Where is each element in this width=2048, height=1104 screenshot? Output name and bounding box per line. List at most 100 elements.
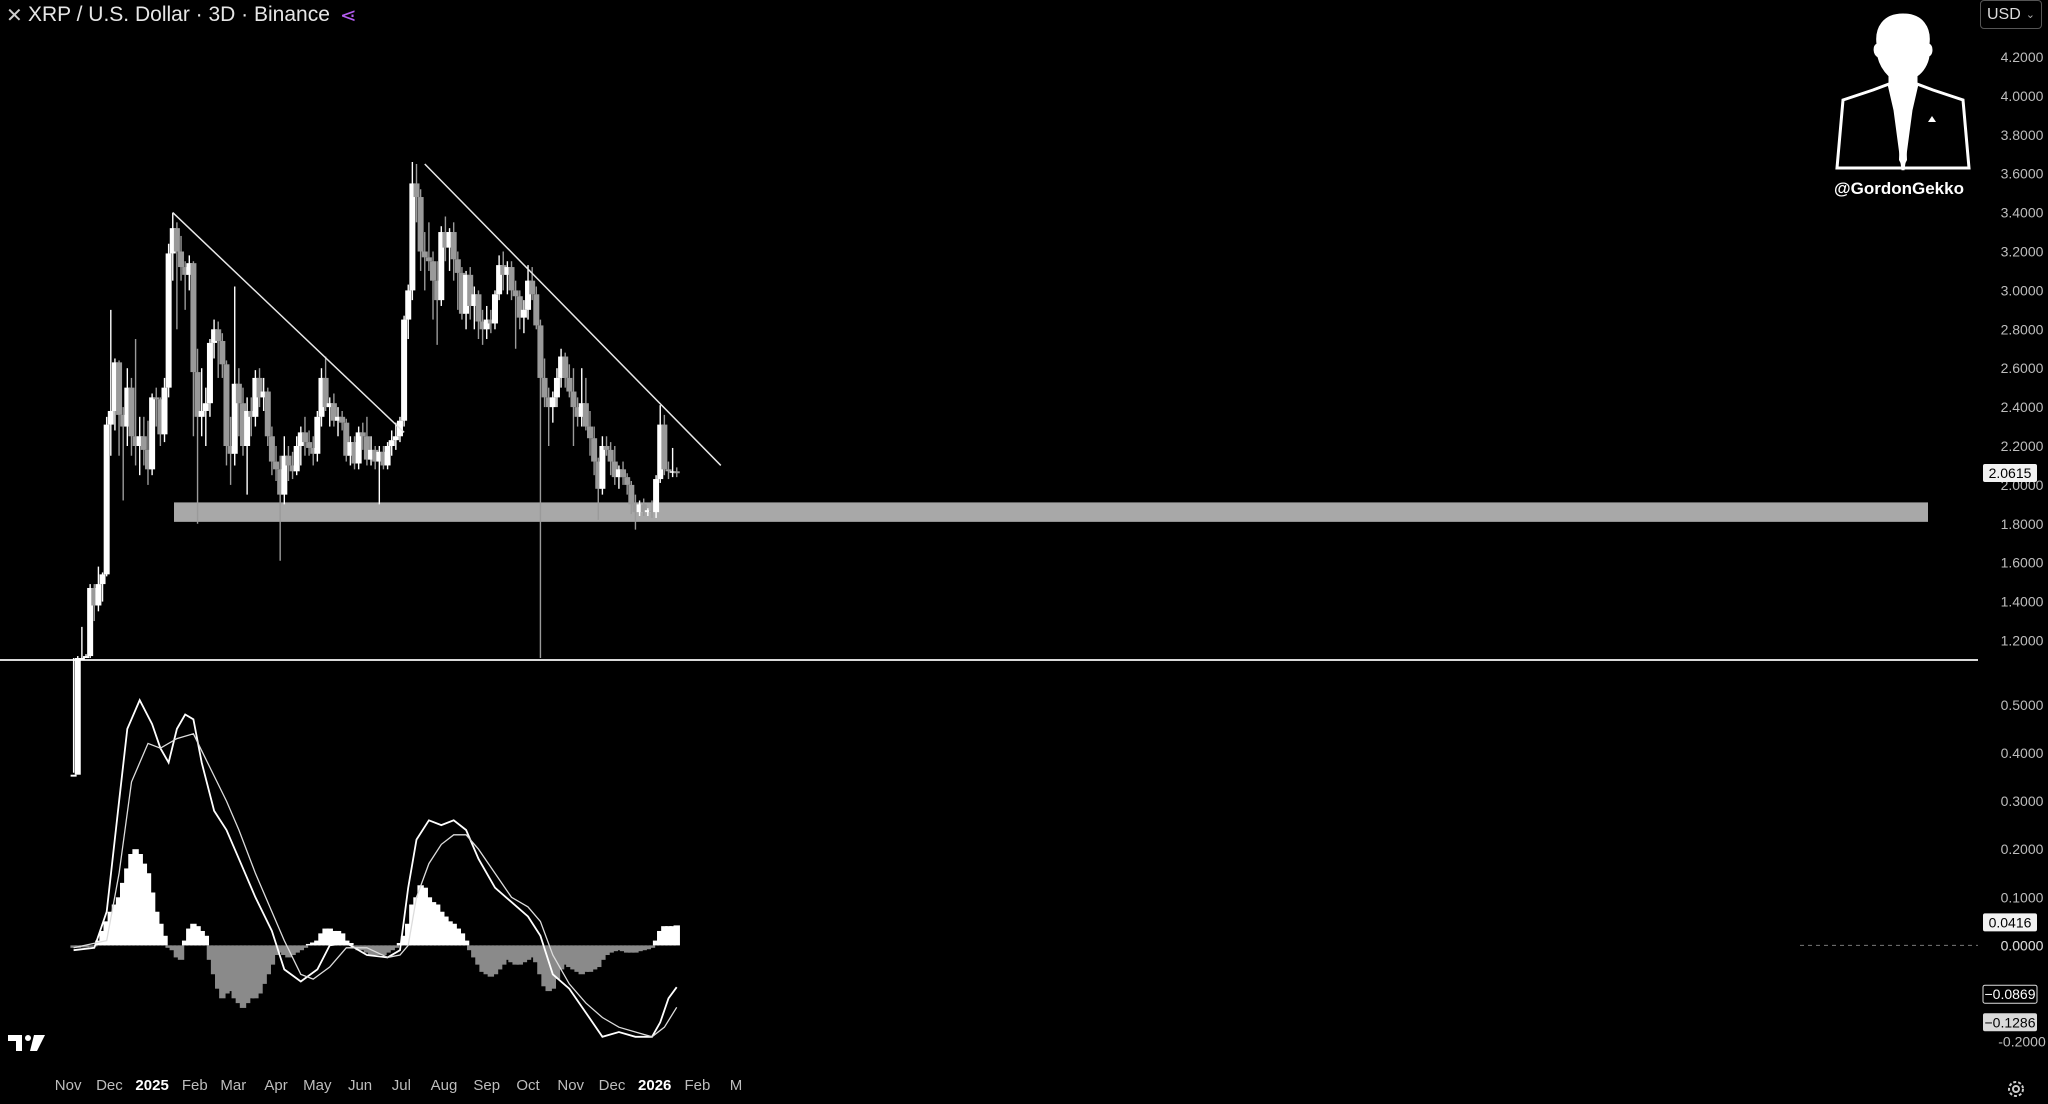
- candles-layer: [70, 162, 680, 777]
- candle-body: [487, 319, 494, 324]
- macd-line: [73, 697, 678, 1038]
- macd-histogram-bar: [446, 921, 453, 946]
- candle-body: [310, 447, 317, 454]
- candle-body: [529, 280, 536, 295]
- macd-histogram-bar: [384, 945, 391, 953]
- time-tick-label: M: [730, 1077, 743, 1094]
- macd-histogram-bar: [161, 935, 168, 946]
- macd-histogram-bar: [549, 945, 557, 989]
- time-tick-label: Jul: [392, 1077, 411, 1094]
- candle-body: [533, 294, 540, 326]
- macd-histogram-bar: [405, 923, 412, 946]
- macd-histogram-bar: [111, 904, 119, 946]
- candle-body: [273, 461, 280, 470]
- candle-body: [648, 510, 655, 513]
- macd-histogram-bar: [157, 923, 164, 946]
- macd-histogram-bar: [82, 945, 90, 948]
- candle-body: [405, 290, 412, 320]
- candle-body: [330, 403, 337, 421]
- candle-body: [335, 416, 342, 421]
- currency-label: USD: [1987, 5, 2021, 23]
- macd-value-label: −0.0869: [1985, 986, 2036, 1002]
- candle-body: [566, 377, 573, 392]
- macd-histogram-bar: [264, 945, 271, 975]
- candle-body: [615, 469, 622, 478]
- close-icon[interactable]: ✕: [6, 4, 23, 27]
- macd-histogram-bar: [628, 945, 635, 953]
- candle-body: [281, 455, 288, 495]
- price-axis[interactable]: 4.2000 4.0000 3.8000 3.6000 3.4000 3.2000 3.00…: [2001, 49, 2044, 649]
- macd-histogram-bar: [322, 928, 329, 946]
- candle-body: [74, 658, 81, 775]
- macd-histogram-bar: [462, 940, 470, 946]
- macd-axis[interactable]: 0.5000 0.4000 0.3000 0.2000 0.1000 0.0000 -0.2…: [1998, 697, 2046, 1050]
- macd-histogram-bar: [194, 926, 201, 946]
- candle-body: [285, 455, 292, 466]
- macd-histogram-bar: [231, 945, 238, 999]
- time-tick-label: Sep: [473, 1077, 500, 1094]
- macd-histogram-bar: [491, 945, 499, 975]
- time-axis[interactable]: Nov Dec 2025 Feb Mar Apr May Jun Jul Aug Sep Oct Nov…: [55, 1077, 742, 1094]
- candle-body: [318, 377, 325, 417]
- macd-histogram-bar: [239, 945, 247, 1008]
- histogram-value-label: 0.0416: [1989, 914, 2032, 930]
- macd-histogram-bar: [661, 926, 668, 946]
- candle-body: [549, 397, 556, 408]
- price-tick-label: 1.6000: [2001, 555, 2044, 571]
- current-price-label-box: [1983, 463, 2037, 482]
- macd-histogram-bar: [371, 945, 379, 956]
- candle-body: [99, 574, 106, 585]
- macd-histogram-bar: [619, 945, 627, 952]
- macd-histogram-bar: [210, 945, 218, 975]
- candle-body: [417, 197, 424, 252]
- macd-histogram-bar: [318, 933, 325, 946]
- candle-body: [458, 272, 465, 314]
- macd-histogram-bar: [268, 945, 276, 965]
- value-labels-layer: 2.0615 0.0416 0.0000 −0.0869 −0.1286: [1982, 463, 2044, 1032]
- macd-histogram-bar: [483, 945, 490, 975]
- macd-tick-label: 0.0000: [2001, 937, 2044, 953]
- macd-histogram-bar: [466, 945, 474, 951]
- candle-body: [562, 356, 569, 378]
- candle-body: [347, 442, 354, 456]
- macd-histogram-bar: [177, 945, 185, 960]
- candle-body: [636, 504, 643, 513]
- macd-histogram-bar: [297, 945, 305, 951]
- macd-histogram-bar: [202, 935, 210, 946]
- candle-body: [165, 253, 172, 388]
- macd-histogram-bar: [173, 945, 181, 958]
- candle-body: [182, 267, 189, 275]
- candle-body: [413, 183, 420, 198]
- macd-histogram-bar: [248, 945, 255, 999]
- signal-value-label-box: [1983, 1013, 2037, 1032]
- macd-histogram-bar: [545, 945, 552, 992]
- macd-histogram-bar: [504, 945, 511, 960]
- currency-selector[interactable]: USD ⌄: [1980, 0, 2042, 29]
- candle-body: [169, 228, 176, 254]
- tradingview-logo[interactable]: [8, 1033, 48, 1058]
- candle-body: [500, 265, 507, 275]
- macd-histogram-bar: [363, 945, 371, 953]
- candle-body: [339, 416, 346, 423]
- symbol-title[interactable]: XRP / U.S. Dollar · 3D · Binance: [28, 3, 330, 26]
- time-tick-label: Aug: [431, 1077, 458, 1094]
- watermark-handle: @GordonGekko: [1834, 179, 1964, 198]
- candle-body: [219, 340, 226, 365]
- candle-body: [467, 274, 474, 306]
- candle-body: [442, 232, 449, 248]
- candle-body: [520, 309, 527, 318]
- macd-histogram-bar: [148, 892, 156, 946]
- candle-body: [223, 364, 230, 446]
- time-tick-label: Oct: [516, 1077, 540, 1094]
- macd-histogram-bar: [276, 945, 284, 953]
- candle-body: [525, 280, 532, 310]
- macd-histogram-bar: [165, 945, 172, 948]
- gear-icon[interactable]: [2006, 1079, 2026, 1104]
- time-tick-label: Mar: [220, 1077, 246, 1094]
- share-icon[interactable]: ⋖: [339, 4, 357, 27]
- candle-body: [289, 465, 296, 472]
- candle-body: [496, 265, 503, 295]
- candle-body: [178, 251, 185, 268]
- macd-histogram-bar: [533, 945, 540, 963]
